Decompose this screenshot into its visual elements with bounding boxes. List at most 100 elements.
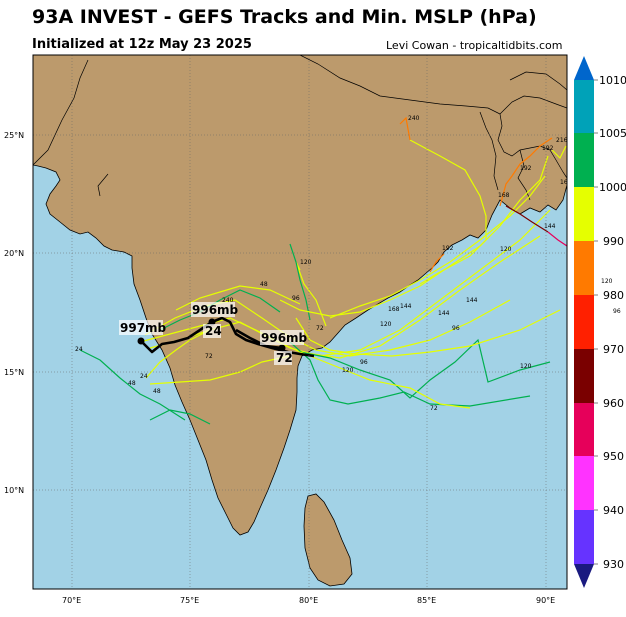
- hour-label: 96: [452, 325, 460, 332]
- track-start-996-east: [278, 344, 286, 352]
- track: [551, 145, 567, 160]
- hour-label: 168: [560, 179, 572, 186]
- hour-label: 168: [498, 192, 510, 199]
- lat-tick: 10°N: [4, 486, 24, 495]
- hour-label: 24: [75, 346, 83, 353]
- colorbar-tick: 930: [603, 558, 624, 571]
- hour-label: 240: [222, 297, 234, 304]
- track: [159, 289, 281, 331]
- hour-label: 192: [520, 165, 532, 172]
- hour-label: 48: [260, 281, 268, 288]
- colorbar-segment: [574, 241, 594, 295]
- track-start-996-west: [208, 318, 216, 326]
- colorbar-segment: [574, 456, 594, 510]
- track: [289, 243, 311, 321]
- colorbar-tick: 1005: [599, 127, 626, 140]
- track-start-997: [137, 337, 145, 345]
- track-hour-labels: 24 48 72 96 120 144 168 192 216 240 24 4…: [75, 115, 572, 412]
- lon-tick: 80°E: [299, 596, 318, 605]
- mean-tracks: [140, 316, 315, 358]
- mean-track-west: [140, 320, 213, 354]
- track: [175, 285, 301, 311]
- hour-label: 120: [380, 321, 392, 328]
- colorbar-tick: 970: [603, 343, 624, 356]
- init-time: Initialized at 12z May 23 2025: [32, 37, 252, 52]
- hour-label: 120: [500, 246, 512, 253]
- track: [279, 155, 549, 317]
- hour-label: 72: [316, 325, 324, 332]
- colorbar-tick: 1010: [599, 74, 626, 87]
- hour-label: 144: [544, 223, 556, 230]
- hour-label: 144: [466, 297, 478, 304]
- lon-tick: 70°E: [62, 596, 81, 605]
- colorbar-segment: [574, 510, 594, 564]
- label-24: 24: [205, 324, 222, 338]
- label-996mb-west: 996mb: [192, 303, 239, 317]
- gridlines: [33, 55, 567, 589]
- colorbar-tick: 980: [603, 289, 624, 302]
- colorbar-segment: [574, 133, 594, 187]
- label-996mb-east: 996mb: [261, 331, 308, 345]
- track: [505, 205, 549, 233]
- lon-tick-labels: 70°E 75°E 80°E 85°E 90°E: [62, 596, 555, 605]
- colorbar-segment: [574, 349, 594, 403]
- label-72: 72: [276, 351, 293, 365]
- colorbar-tick: 1000: [599, 181, 626, 194]
- pressure-colorbar: 1010 1005 1000 990 980 970 960 950 940 9…: [574, 56, 626, 588]
- hour-label: 96: [292, 295, 300, 302]
- side-hour-label: 120: [601, 278, 613, 285]
- colorbar-tick: 950: [603, 450, 624, 463]
- colorbar-segment: [574, 295, 594, 349]
- track: [79, 349, 186, 421]
- lat-tick: 20°N: [4, 249, 24, 258]
- lon-tick: 75°E: [180, 596, 199, 605]
- hour-label: 72: [430, 405, 438, 412]
- chart-title: 93A INVEST - GEFS Tracks and Min. MSLP (…: [32, 6, 537, 28]
- hour-label: 48: [153, 388, 161, 395]
- hour-label: 72: [205, 353, 213, 360]
- colorbar-tick: 990: [603, 235, 624, 248]
- track: [547, 231, 567, 247]
- track: [499, 137, 553, 207]
- hour-label: 192: [542, 145, 554, 152]
- hour-label: 96: [360, 359, 368, 366]
- hour-label: 120: [300, 259, 312, 266]
- hour-label: 168: [388, 306, 400, 313]
- hour-label: 144: [438, 310, 450, 317]
- credit: Levi Cowan - tropicaltidbits.com: [386, 39, 563, 52]
- track: [295, 309, 561, 357]
- track: [299, 351, 471, 409]
- track: [149, 409, 211, 425]
- mean-track-east: [235, 328, 283, 350]
- hour-label: 120: [342, 367, 354, 374]
- track: [429, 253, 445, 273]
- colorbar-segment: [574, 187, 594, 241]
- colorbar-segment: [574, 403, 594, 456]
- colorbar-segment: [574, 80, 594, 133]
- lat-tick: 15°N: [4, 368, 24, 377]
- lat-tick-labels: 25°N 20°N 15°N 10°N: [4, 131, 24, 495]
- track: [299, 338, 551, 399]
- track: [409, 139, 487, 285]
- colorbar-bottom-arrow: [574, 564, 594, 588]
- track: [329, 175, 546, 319]
- side-hour-label: 96: [613, 308, 621, 315]
- india-landmass: [33, 55, 567, 536]
- hour-label: 120: [520, 363, 532, 370]
- hour-label: 240: [408, 115, 420, 122]
- track: [399, 116, 411, 141]
- colorbar-tick: 940: [603, 504, 624, 517]
- hour-label: 216: [556, 137, 568, 144]
- mean-track-central: [211, 316, 315, 358]
- track: [145, 329, 211, 379]
- hour-label: 48: [128, 380, 136, 387]
- colorbar-top-arrow: [574, 56, 594, 80]
- colorbar-tick: 960: [603, 397, 624, 410]
- track: [295, 261, 327, 327]
- lat-tick: 25°N: [4, 131, 24, 140]
- map-frame: [32, 54, 568, 590]
- hour-label: 144: [400, 303, 412, 310]
- lon-tick: 85°E: [417, 596, 436, 605]
- sri-lanka: [303, 493, 353, 587]
